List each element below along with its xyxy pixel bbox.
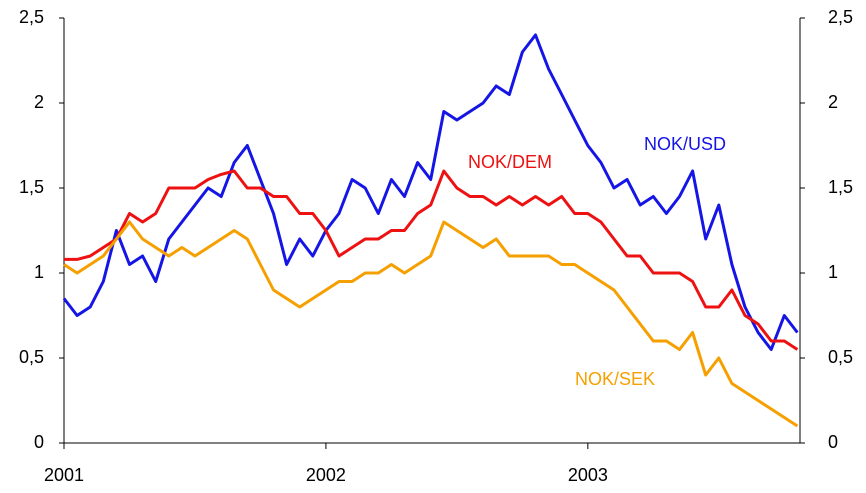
y-tick-label: 0,5 — [19, 347, 44, 367]
y2-tick-label: 0,5 — [828, 347, 853, 367]
series-line — [64, 169, 799, 351]
y2-tick-label: 0 — [828, 432, 838, 452]
y-tick-label: 0 — [34, 432, 44, 452]
series-line — [62, 33, 799, 351]
series-label: NOK/USD — [644, 134, 726, 154]
y2-tick-label: 2 — [828, 92, 838, 112]
series-line — [63, 220, 799, 428]
x-tick-label: 2002 — [306, 465, 346, 485]
y2-tick-label: 2,5 — [828, 7, 853, 27]
y2-tick-label: 1,5 — [828, 177, 853, 197]
y-tick-label: 1 — [34, 262, 44, 282]
y-tick-label: 2 — [34, 92, 44, 112]
x-tick-label: 2003 — [568, 465, 608, 485]
y-tick-label: 1,5 — [19, 177, 44, 197]
series-label: NOK/DEM — [468, 152, 552, 172]
y2-tick-label: 1 — [828, 262, 838, 282]
x-tick-label: 2001 — [44, 465, 84, 485]
series-label: NOK/SEK — [575, 369, 655, 389]
y-tick-label: 2,5 — [19, 7, 44, 27]
